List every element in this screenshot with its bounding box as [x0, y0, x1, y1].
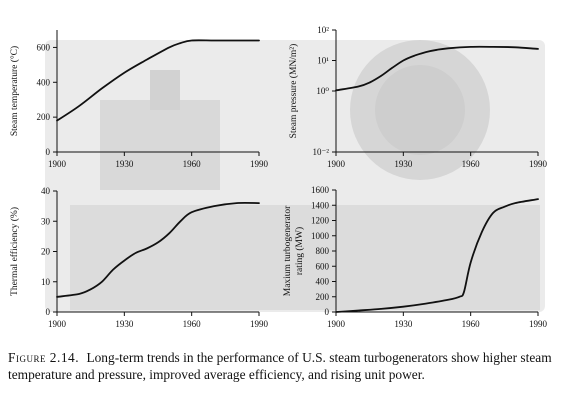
y-tick-label: 0 [46, 147, 51, 157]
y-tick-label: 1400 [311, 200, 330, 210]
y-tick-label: 800 [316, 246, 330, 256]
y-axis-label: Maxium turbogenerator [283, 205, 293, 296]
y-axis-label: Steam pressure (MN/m²) [288, 44, 299, 139]
y-tick-label: 10 [41, 277, 51, 287]
y-tick-label: 10² [317, 25, 329, 35]
caption-text: Long-term trends in the performance of U… [8, 350, 552, 382]
x-tick-label: 1930 [394, 159, 413, 169]
x-tick-label: 1930 [394, 319, 413, 329]
y-tick-label: 10⁰ [316, 86, 329, 96]
figure-label: Figure 2.14. [8, 350, 80, 365]
x-tick-label: 1960 [183, 159, 202, 169]
y-axis-label: Thermal efficiency (%) [9, 207, 20, 296]
x-tick-label: 1960 [462, 319, 481, 329]
y-tick-label: 0 [325, 307, 330, 317]
y-axis-label: Steam temperature (°C) [9, 46, 20, 136]
background-photo [45, 40, 545, 312]
x-tick-label: 1990 [529, 159, 548, 169]
x-tick-label: 1900 [327, 319, 346, 329]
x-tick-label: 1900 [327, 159, 346, 169]
chart-panel-efficiency: 1900 1930 1960 1990 0 10 20 30 40 Thermal efficie… [9, 186, 269, 329]
chart-panel-pressure: 1900 1930 1960 1990 10⁻² 10⁰ 10¹ 10² Steam press… [288, 25, 548, 169]
x-tick-label: 1900 [48, 159, 67, 169]
x-tick-label: 1900 [48, 319, 67, 329]
y-tick-label: 400 [37, 77, 51, 87]
y-tick-label: 20 [41, 247, 51, 257]
y-tick-label: 600 [316, 261, 330, 271]
y-tick-label: 40 [41, 186, 51, 196]
y-tick-label: 400 [316, 277, 330, 287]
figure-caption: Figure 2.14. Long-term trends in the per… [8, 349, 568, 383]
series-line-efficiency [56, 201, 260, 298]
x-tick-label: 1990 [250, 159, 269, 169]
y-tick-label: 10⁻² [313, 147, 330, 157]
y-axis-label: rating (MW) [294, 227, 305, 275]
y-tick-label: 10¹ [317, 56, 329, 66]
chart-panel-rating: 1900 1930 1960 1990 0 200 400 600 800 1000 1200 140… [283, 185, 548, 329]
x-tick-label: 1960 [462, 159, 481, 169]
x-tick-label: 1930 [115, 159, 134, 169]
chart-panel-temperature: 1900 1930 1960 1990 0 200 400 600 Steam temperat… [9, 30, 269, 169]
y-tick-label: 0 [46, 307, 51, 317]
y-tick-label: 200 [316, 292, 330, 302]
series-line-rating [335, 198, 539, 313]
y-tick-label: 1200 [311, 216, 330, 226]
y-tick-label: 1600 [311, 185, 330, 195]
x-tick-label: 1930 [115, 319, 134, 329]
x-tick-label: 1990 [529, 319, 548, 329]
series-line-temperature [56, 39, 260, 122]
x-tick-label: 1960 [183, 319, 202, 329]
y-tick-label: 600 [37, 42, 51, 52]
x-tick-label: 1990 [250, 319, 269, 329]
series-line-pressure [335, 45, 539, 92]
y-tick-label: 200 [37, 112, 51, 122]
y-tick-label: 1000 [311, 231, 330, 241]
y-tick-label: 30 [41, 216, 51, 226]
